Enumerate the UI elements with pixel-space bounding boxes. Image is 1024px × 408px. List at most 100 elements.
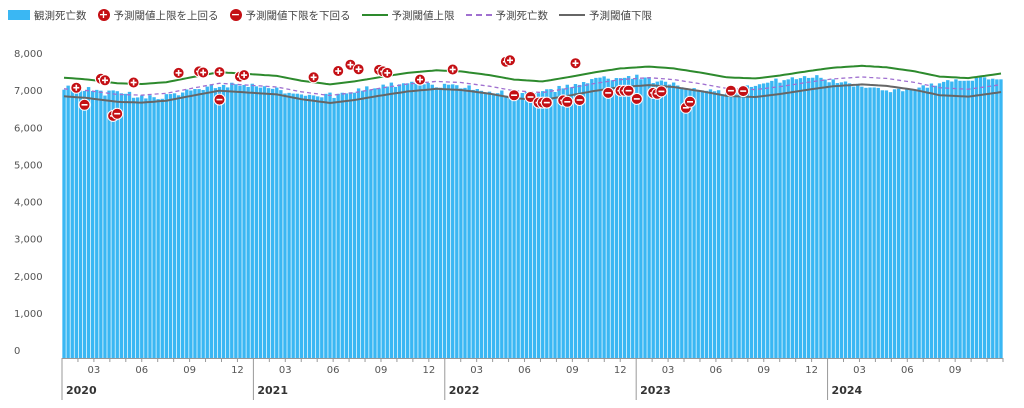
above-threshold-marker [127, 76, 140, 89]
observed-bar [577, 84, 582, 358]
observed-bar [107, 90, 111, 358]
below-threshold-marker [655, 85, 668, 98]
observed-bar [917, 87, 921, 358]
y-tick-label: 6,000 [14, 123, 43, 134]
x-tick-label: 12 [422, 365, 435, 376]
observed-bar [438, 87, 443, 358]
observed-bar [479, 90, 484, 359]
observed-bar [62, 89, 66, 358]
observed-bar [230, 82, 234, 358]
observed-bar [966, 80, 970, 359]
legend-label-upper: 予測閾値上限 [391, 9, 455, 22]
observed-bar [610, 80, 614, 359]
observed-bar [356, 88, 361, 358]
observed-bar [794, 79, 799, 358]
observed-bar [700, 90, 704, 358]
x-tick-label: 12 [231, 365, 244, 376]
x-tick-label: 09 [949, 365, 962, 376]
legend-item-predicted[interactable]: 予測死亡数 [465, 8, 548, 23]
observed-bar [884, 90, 889, 358]
below-threshold-marker [561, 95, 574, 108]
observed-bar [766, 82, 770, 358]
observed-bar [647, 78, 651, 358]
observed-bar [946, 80, 950, 359]
observed-bar [798, 78, 803, 358]
below-threshold-marker [540, 96, 553, 109]
observed-bar [185, 89, 189, 359]
observed-bar [565, 84, 569, 359]
observed-bar [716, 90, 721, 358]
observed-bar [131, 97, 136, 358]
observed-bar [729, 90, 733, 358]
observed-bar [209, 84, 214, 359]
observed-bar [864, 87, 868, 358]
x-year-label: 2020 [66, 384, 97, 397]
x-year-label: 2021 [257, 384, 288, 397]
observed-bar [524, 92, 529, 358]
observed-bar [978, 76, 983, 359]
observed-bar [725, 90, 729, 359]
observed-bar [655, 81, 659, 359]
observed-bar [520, 93, 524, 359]
observed-bar [160, 98, 164, 359]
observed-bar [221, 84, 226, 359]
observed-bar [442, 83, 447, 359]
chart-legend: 観測死亡数 + 予測閾値上限を上回る − 予測閾値下限を下回る 予測閾値上限 予… [8, 6, 663, 24]
legend-item-below[interactable]: − 予測閾値下限を下回る [229, 8, 351, 23]
observed-bar [626, 76, 631, 359]
observed-bar [320, 97, 324, 358]
observed-bar [696, 91, 700, 358]
observed-bar [541, 91, 545, 359]
observed-bar [119, 93, 124, 358]
x-tick-label: 06 [518, 365, 531, 376]
legend-item-above[interactable]: + 予測閾値上限を上回る [97, 8, 219, 23]
observed-bar [671, 82, 676, 359]
legend-label-above: 予測閾値上限を上回る [113, 9, 219, 22]
legend-item-observed[interactable]: 観測死亡数 [8, 8, 87, 23]
observed-bar [295, 93, 299, 358]
observed-bar [279, 90, 283, 358]
observed-bar [172, 93, 177, 358]
observed-bar [140, 95, 144, 359]
observed-bar [688, 89, 692, 359]
observed-bar [761, 83, 766, 358]
observed-bar [401, 83, 406, 359]
observed-bar [459, 88, 463, 358]
observed-bar [786, 79, 790, 358]
x-tick-label: 09 [183, 365, 196, 376]
observed-bar [806, 77, 811, 358]
x-tick-label: 03 [279, 365, 292, 376]
observed-bar [373, 88, 377, 359]
observed-bar [180, 92, 185, 358]
observed-bar [941, 81, 946, 358]
legend-item-lower[interactable]: 予測閾値下限 [559, 8, 652, 23]
observed-bar [287, 92, 291, 359]
observed-bar [880, 90, 885, 358]
observed-bar [90, 90, 95, 358]
observed-bar [213, 88, 218, 359]
observed-bar [745, 85, 749, 359]
observed-bar [962, 80, 966, 358]
observed-bar [148, 95, 152, 358]
observed-bar [258, 87, 263, 358]
below-threshold-marker [213, 93, 226, 106]
above-threshold-marker [381, 66, 394, 79]
legend-item-upper[interactable]: 予測閾値上限 [361, 8, 455, 23]
observed-bar [815, 75, 819, 358]
observed-bar [115, 91, 119, 359]
observed-bar [451, 84, 455, 358]
observed-bar [434, 87, 439, 358]
x-year-label: 2024 [832, 384, 863, 397]
observed-bar [819, 77, 823, 358]
observed-bar [336, 93, 340, 359]
observed-bar [414, 83, 418, 358]
legend-swatch-predicted [465, 14, 492, 16]
x-tick-label: 06 [327, 365, 340, 376]
observed-bar [901, 91, 905, 358]
observed-bar [827, 82, 831, 358]
observed-bar [643, 77, 647, 359]
observed-bar [581, 82, 586, 358]
observed-bar [406, 83, 410, 358]
observed-bar [86, 87, 91, 358]
observed-bar [876, 87, 880, 359]
